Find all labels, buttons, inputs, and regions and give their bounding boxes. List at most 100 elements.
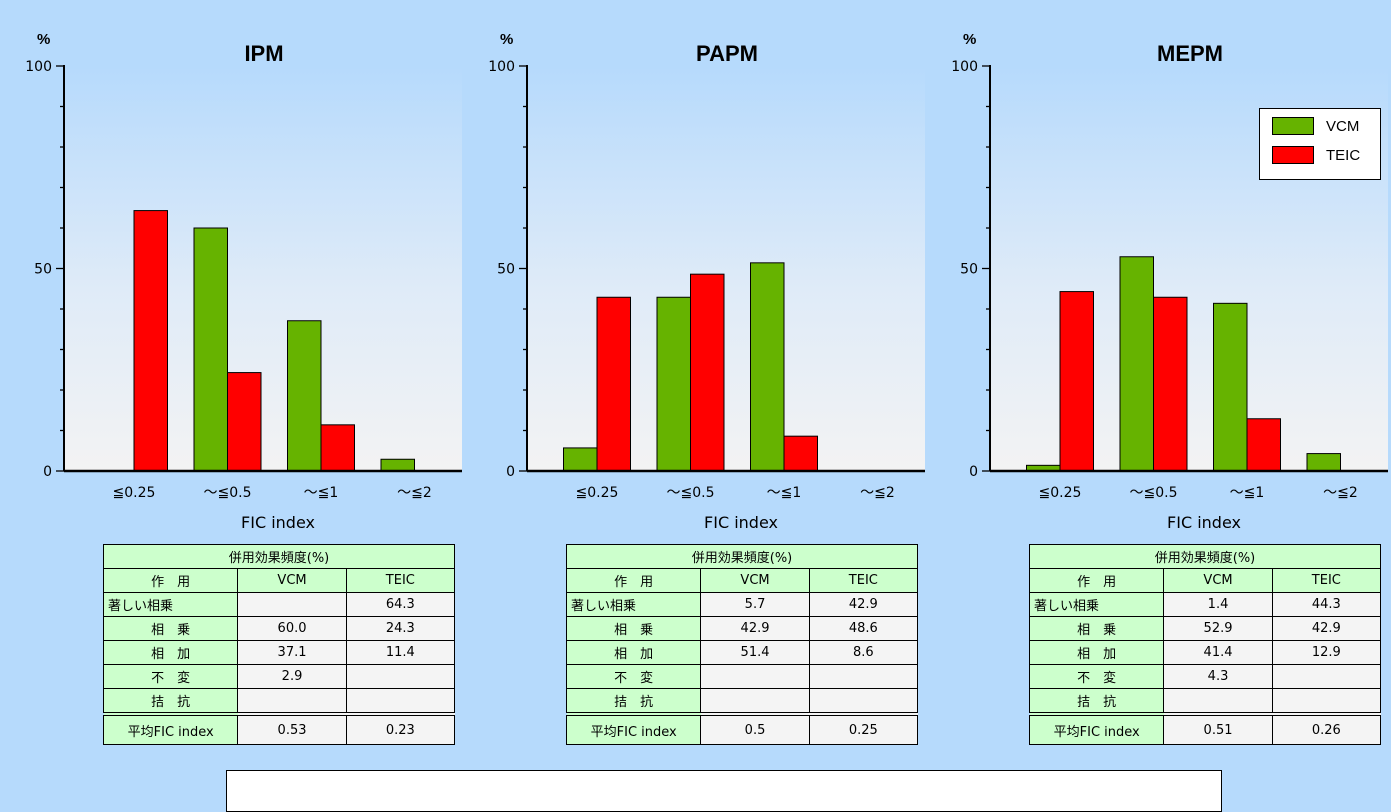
x-tick-label: ～≦1 <box>767 485 802 501</box>
table-cell: 2.9 <box>237 664 347 689</box>
table-cell: 4.3 <box>1163 664 1273 689</box>
table-cell <box>700 688 810 715</box>
bar-vcm-1 <box>656 296 691 472</box>
table-cell: 44.3 <box>1271 592 1382 617</box>
y-unit-label: % <box>963 31 976 48</box>
y-tick-label: 100 <box>25 59 52 75</box>
x-tick-label: ～≦1 <box>304 485 339 501</box>
bar-chart-ipm: IPM% 0 50 100 ≦0.25 ～≦0.5 ～≦1 ～≦2 FIC index <box>25 31 462 532</box>
row-label: 相 加 <box>102 640 239 665</box>
table-cell: 42.9 <box>700 616 810 641</box>
bar-vcm-1 <box>193 227 228 472</box>
table-row: 不 変 <box>565 664 919 689</box>
table-cell: 37.1 <box>237 640 347 665</box>
table-title: 併用効果頻度(%) <box>566 544 918 569</box>
table-row: 相 乗 42.9 48.6 <box>565 616 919 641</box>
row-label: 不 変 <box>1028 664 1165 689</box>
table-row: 拮 抗 <box>565 688 919 715</box>
table-cell: 64.3 <box>345 592 456 617</box>
chart-legend: VCM TEIC <box>1259 108 1381 180</box>
bar-teic-0 <box>596 296 631 472</box>
row-label: 不 変 <box>102 664 239 689</box>
x-tick-label: ～≦1 <box>1230 485 1265 501</box>
row-label: 著しい相乗 <box>1028 592 1165 617</box>
table-cell: 24.3 <box>345 616 456 641</box>
legend-swatch-vcm <box>1272 117 1314 135</box>
table-row: 著しい相乗 64.3 <box>102 592 456 617</box>
bar-vcm-3 <box>1306 453 1341 472</box>
table-header-cell: VCM <box>1163 568 1273 593</box>
table-cell <box>237 592 347 617</box>
y-tick-label: 0 <box>969 464 978 480</box>
table-cell <box>237 688 347 715</box>
bar-teic-2 <box>783 435 818 472</box>
bar-vcm-0 <box>563 447 598 472</box>
table-cell: 42.9 <box>1271 616 1382 641</box>
table-cell: 1.4 <box>1163 592 1273 617</box>
plot-background <box>64 66 462 471</box>
row-label: 著しい相乗 <box>565 592 702 617</box>
table-header-cell: VCM <box>237 568 347 593</box>
table-row: 相 加 51.4 8.6 <box>565 640 919 665</box>
table-cell: 52.9 <box>1163 616 1273 641</box>
table-average-row: 平均FIC index 0.5 0.25 <box>565 712 919 745</box>
table-row: 相 加 37.1 11.4 <box>102 640 456 665</box>
table-cell <box>808 664 919 689</box>
table-cell: 60.0 <box>237 616 347 641</box>
table-cell <box>700 664 810 689</box>
x-tick-label: ≦0.25 <box>113 485 156 501</box>
table-cell <box>1163 688 1273 715</box>
y-tick-label: 0 <box>506 464 515 480</box>
table-cell: 41.4 <box>1163 640 1273 665</box>
chart-title: IPM <box>244 41 283 66</box>
table-average-row: 平均FIC index 0.51 0.26 <box>1028 712 1382 745</box>
footer-box <box>226 770 1222 812</box>
table-header-row: 作 用 VCM TEIC <box>1028 568 1382 593</box>
table-cell: 11.4 <box>345 640 456 665</box>
avg-value: 0.25 <box>808 712 919 745</box>
avg-value: 0.53 <box>237 712 347 745</box>
x-tick-label: ≦0.25 <box>576 485 619 501</box>
table-cell <box>345 688 456 715</box>
table-row: 著しい相乗 5.7 42.9 <box>565 592 919 617</box>
table-row: 相 加 41.4 12.9 <box>1028 640 1382 665</box>
row-label: 相 加 <box>565 640 702 665</box>
row-label: 不 変 <box>565 664 702 689</box>
table-title: 併用効果頻度(%) <box>1029 544 1381 569</box>
bar-teic-1 <box>227 372 262 472</box>
chart-title: PAPM <box>696 41 758 66</box>
x-tick-label: ～≦2 <box>860 485 895 501</box>
table-title-row: 併用効果頻度(%) <box>566 544 918 569</box>
y-tick-label: 100 <box>488 59 515 75</box>
bar-vcm-2 <box>287 320 322 472</box>
legend-item-teic: TEIC <box>1272 145 1360 165</box>
table-row: 拮 抗 <box>1028 688 1382 715</box>
row-label: 拮 抗 <box>102 688 239 715</box>
avg-label: 平均FIC index <box>102 712 239 745</box>
table-cell: 42.9 <box>808 592 919 617</box>
x-tick-label: ≦0.25 <box>1039 485 1082 501</box>
plot-background <box>527 66 925 471</box>
x-tick-label: ～≦2 <box>1323 485 1358 501</box>
table-header-cell: TEIC <box>808 568 919 593</box>
y-tick-label: 50 <box>497 262 515 278</box>
synergy-table-mepm: 併用効果頻度(%) 作 用 VCM TEIC 著しい相乗 1.4 44.3 相 乗 52.9 42… <box>1028 544 1382 745</box>
avg-value: 0.26 <box>1271 712 1382 745</box>
row-label: 拮 抗 <box>1028 688 1165 715</box>
legend-item-vcm: VCM <box>1272 116 1359 136</box>
y-unit-label: % <box>37 31 50 48</box>
chart-title: MEPM <box>1157 41 1223 66</box>
table-header-cell: 作 用 <box>102 568 239 593</box>
table-title: 併用効果頻度(%) <box>103 544 455 569</box>
avg-label: 平均FIC index <box>565 712 702 745</box>
chart-panel-mepm: MEPM% 0 50 100 ≦0.25 ～≦0.5 ～≦1 ～≦2 FIC index 併用効… <box>926 0 1388 790</box>
synergy-table-papm: 併用効果頻度(%) 作 用 VCM TEIC 著しい相乗 5.7 42.9 相 乗 42.9 48… <box>565 544 919 745</box>
avg-value: 0.5 <box>700 712 810 745</box>
bar-chart-mepm: MEPM% 0 50 100 ≦0.25 ～≦0.5 ～≦1 ～≦2 FIC index <box>951 31 1388 532</box>
table-row: 不 変 4.3 <box>1028 664 1382 689</box>
table-cell: 8.6 <box>808 640 919 665</box>
bar-vcm-2 <box>1213 302 1248 472</box>
row-label: 相 乗 <box>102 616 239 641</box>
chart-panel-ipm: IPM% 0 50 100 ≦0.25 ～≦0.5 ～≦1 ～≦2 FIC index 併用効果… <box>0 0 462 790</box>
chart-panel-papm: PAPM% 0 50 100 ≦0.25 ～≦0.5 ～≦1 ～≦2 FIC index 併用効… <box>463 0 925 790</box>
